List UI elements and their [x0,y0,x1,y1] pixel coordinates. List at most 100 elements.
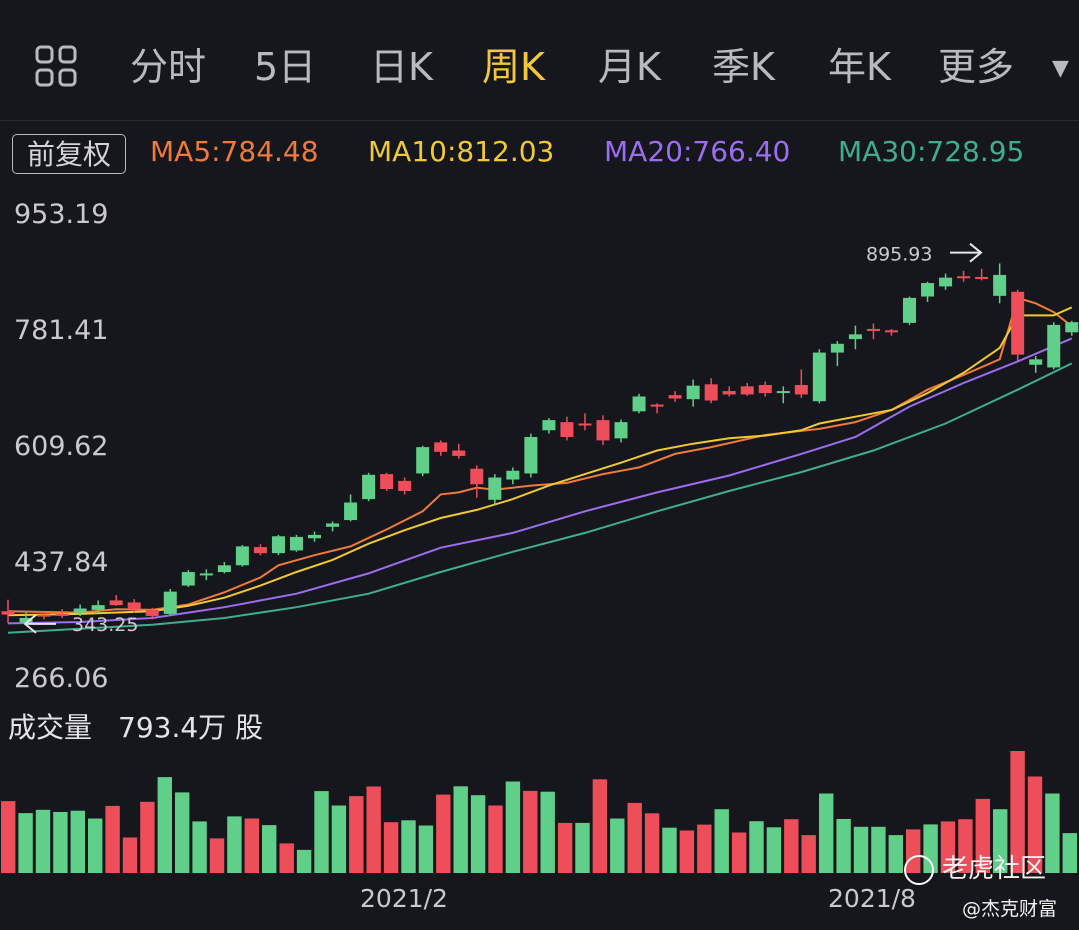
low-price-label: 343.25 [72,614,138,636]
y-tick-label: 781.41 [14,315,108,346]
volume-bar [1,801,16,873]
arrow-left-icon [23,614,56,634]
volume-bar [175,792,190,873]
y-tick-label: 437.84 [14,547,108,578]
candle-body [560,422,574,437]
candle-body [199,573,213,576]
candle-body [975,276,989,279]
ma5-line [7,296,1073,614]
ma30-label: MA30:728.95 [838,135,1025,168]
candle-body [704,384,718,401]
volume-bar [644,813,660,873]
volume-bar [610,818,625,873]
volume-bar [679,830,695,873]
volume-bar [1010,751,1025,873]
volume-bar [958,819,973,873]
candle-body [37,614,51,617]
tab-5day[interactable]: 5日 [254,45,317,89]
y-tick-label: 953.19 [14,199,108,230]
candle-body [73,608,87,613]
volume-bar [349,796,364,873]
tab-weekly-k[interactable]: 周K [482,45,545,89]
candle-body [488,477,502,500]
candle-body [470,468,484,485]
candle-body [812,352,826,402]
x-tick-label: 2021/2 [360,884,448,913]
volume-bar [366,786,381,873]
candle-body [722,391,736,395]
volume-bar [262,825,277,873]
candle-body [362,474,376,500]
volume-bar [871,826,886,873]
volume-bar [766,827,782,874]
volume-bar [209,838,225,873]
candle-body [830,343,844,353]
tab-monthly-k[interactable]: 月K [598,45,661,89]
grid-icon[interactable] [34,44,80,90]
volume-bar [975,798,990,873]
volume-bar [801,835,816,873]
candle-body [145,609,159,616]
candle-body [614,422,628,439]
triangle-down-icon[interactable]: ▼ [1052,56,1069,81]
volume-bar [836,819,851,873]
candle-body [1029,359,1043,365]
tiger-logo-icon [904,854,934,885]
adjust-mode-button[interactable]: 前复权 [12,134,126,174]
candle-body [632,396,646,412]
tab-daily-k[interactable]: 日K [370,45,433,89]
volume-bar [627,802,642,873]
candle-body [668,395,682,399]
tab-quarterly-k[interactable]: 季K [712,45,775,89]
volume-chart[interactable]: 2021/2 2021/8 [0,745,1079,930]
x-tick-label: 2021/8 [828,884,916,913]
volume-bar [453,786,468,873]
volume-bar [470,795,486,873]
candle-body [848,334,862,340]
candle-body [578,423,592,426]
candle-body [181,572,195,586]
volume-bar [592,779,608,873]
candle-body [1047,324,1061,368]
candle-body [308,534,322,539]
candle-body [235,546,249,566]
candle-body [217,565,231,573]
candle-body [866,328,880,331]
candle-body [650,404,664,407]
candle-body [506,470,520,480]
volume-bar [35,809,51,873]
volume-bar [314,791,329,873]
volume-bar [192,821,207,873]
volume-bar [940,821,956,873]
candle-body [127,602,141,610]
ma20-line [7,337,1073,625]
volume-bar [1027,776,1043,873]
candle-body [416,447,430,474]
volume-bar [1062,833,1077,873]
arrow-right-icon [950,242,983,263]
volume-bar [227,816,242,873]
volume-value: 793.4万 股 [118,711,264,744]
volume-bar [853,826,869,873]
ma20-label: MA20:766.40 [604,135,791,168]
tab-intraday[interactable]: 分时 [130,45,207,89]
candle-body [921,283,935,297]
period-toolbar: 分时 5日 日K 周K 月K 季K 年K 更多 ▼ [0,0,1079,121]
candle-body [1011,291,1025,355]
volume-title: 成交量 793.4万 股 [8,711,264,744]
volume-bar [279,843,294,873]
volume-bar [749,821,764,874]
volume-bar [731,832,747,873]
tab-yearly-k[interactable]: 年K [828,45,891,89]
volume-bar [157,777,172,873]
volume-bar [505,781,521,873]
tab-more[interactable]: 更多 [938,45,1015,89]
candle-body [884,330,898,333]
volume-bar [697,824,712,873]
volume-bar [401,820,416,873]
candlestick-chart[interactable]: 953.19 781.41 609.62 437.84 266.06 895.93 343.… [0,190,1079,700]
y-tick-label: 266.06 [14,663,108,694]
volume-bar [523,790,538,873]
candle-body [271,536,285,554]
volume-bar [418,825,434,873]
